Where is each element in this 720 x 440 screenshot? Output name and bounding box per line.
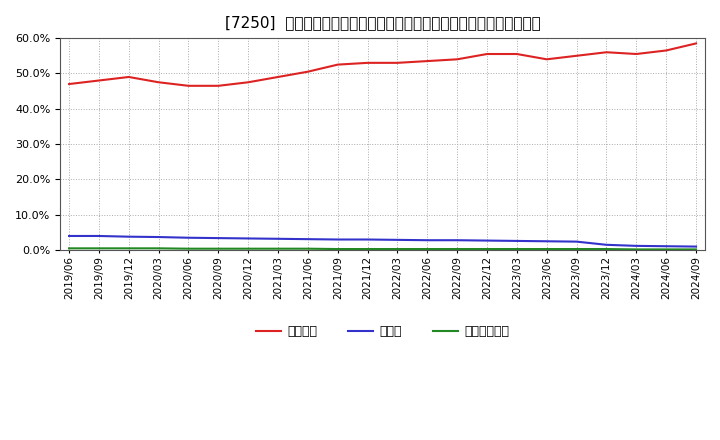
繰延税金資産 (244, 246, 253, 251)
自己資本 (602, 50, 611, 55)
繰延税金資産 (274, 246, 282, 251)
のれん (453, 238, 462, 243)
繰延税金資産 (482, 246, 491, 252)
Legend: 自己資本, のれん, 繰延税金資産: 自己資本, のれん, 繰延税金資産 (251, 320, 514, 343)
繰延税金資産 (662, 247, 670, 252)
のれん (244, 236, 253, 241)
のれん (154, 235, 163, 240)
繰延税金資産 (65, 246, 73, 251)
のれん (214, 235, 222, 241)
のれん (423, 238, 432, 243)
自己資本 (572, 53, 581, 59)
のれん (184, 235, 193, 240)
のれん (304, 237, 312, 242)
のれん (393, 237, 402, 242)
自己資本 (662, 48, 670, 53)
自己資本 (364, 60, 372, 66)
自己資本 (125, 74, 133, 80)
繰延税金資産 (572, 246, 581, 252)
のれん (692, 244, 701, 249)
繰延税金資産 (94, 246, 103, 251)
繰延税金資産 (423, 246, 432, 252)
自己資本 (692, 41, 701, 46)
自己資本 (393, 60, 402, 66)
のれん (65, 233, 73, 238)
のれん (632, 243, 641, 249)
繰延税金資産 (692, 247, 701, 252)
繰延税金資産 (184, 246, 193, 251)
Line: 自己資本: 自己資本 (69, 44, 696, 86)
繰延税金資産 (542, 246, 551, 252)
自己資本 (214, 83, 222, 88)
自己資本 (333, 62, 342, 67)
Title: [7250]  自己資本、のれん、繰延税金資産の総資産に対する比率の推移: [7250] 自己資本、のれん、繰延税金資産の総資産に対する比率の推移 (225, 15, 541, 30)
自己資本 (244, 80, 253, 85)
繰延税金資産 (125, 246, 133, 251)
繰延税金資産 (453, 246, 462, 252)
のれん (125, 234, 133, 239)
のれん (94, 233, 103, 238)
のれん (333, 237, 342, 242)
のれん (274, 236, 282, 242)
繰延税金資産 (602, 246, 611, 252)
自己資本 (65, 81, 73, 87)
繰延税金資産 (364, 246, 372, 252)
繰延税金資産 (393, 246, 402, 252)
自己資本 (423, 59, 432, 64)
のれん (662, 244, 670, 249)
自己資本 (154, 80, 163, 85)
繰延税金資産 (154, 246, 163, 251)
のれん (572, 239, 581, 244)
自己資本 (304, 69, 312, 74)
自己資本 (453, 57, 462, 62)
自己資本 (274, 74, 282, 80)
繰延税金資産 (632, 247, 641, 252)
のれん (542, 238, 551, 244)
自己資本 (513, 51, 521, 57)
のれん (602, 242, 611, 247)
Line: のれん: のれん (69, 236, 696, 246)
のれん (482, 238, 491, 243)
自己資本 (184, 83, 193, 88)
自己資本 (94, 78, 103, 83)
のれん (513, 238, 521, 244)
繰延税金資産 (513, 246, 521, 252)
のれん (364, 237, 372, 242)
Line: 繰延税金資産: 繰延税金資産 (69, 248, 696, 249)
繰延税金資産 (214, 246, 222, 251)
繰延税金資産 (333, 246, 342, 252)
自己資本 (542, 57, 551, 62)
自己資本 (482, 51, 491, 57)
繰延税金資産 (304, 246, 312, 251)
自己資本 (632, 51, 641, 57)
